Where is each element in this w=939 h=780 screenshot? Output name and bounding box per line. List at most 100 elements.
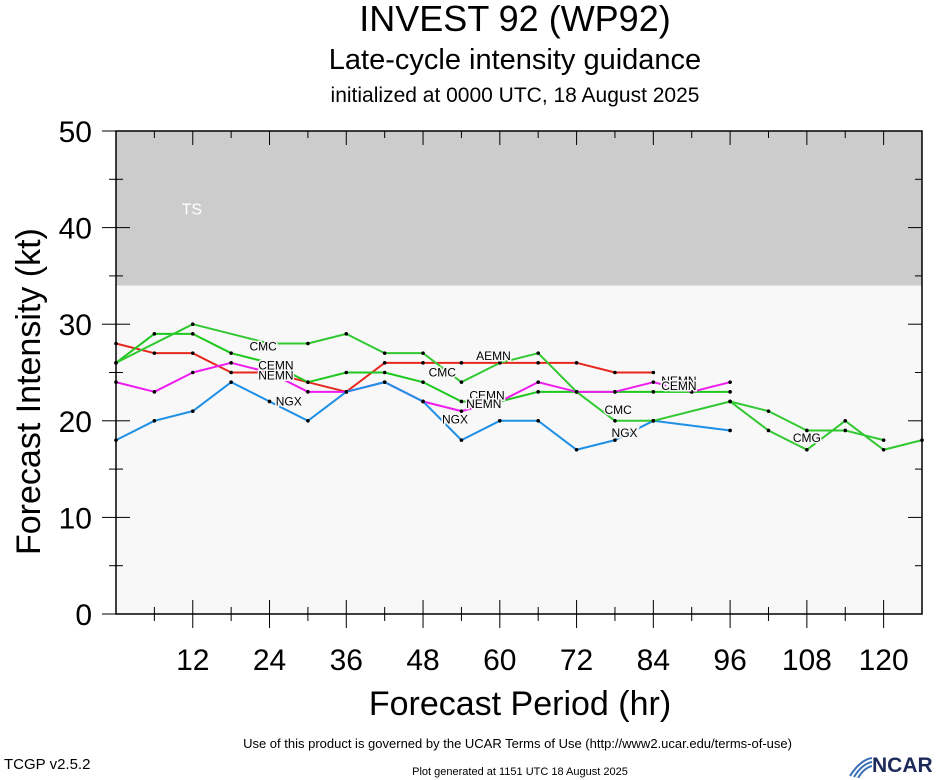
series-point-aemn (152, 351, 157, 355)
x-tick-label-8: 108 (782, 644, 832, 677)
series-point-cemn (344, 370, 349, 375)
series-point-nemn (536, 380, 540, 384)
series-point-unnamed-6 (728, 399, 732, 404)
model-label-cemn: CEMN (661, 379, 696, 393)
series-point-unnamed-6 (881, 438, 886, 442)
series-point-nemn (190, 370, 195, 375)
series-point-ngx (728, 428, 732, 433)
series-point-cmg (805, 447, 809, 452)
plot-frame (115, 130, 923, 615)
series-point-ngx (344, 390, 349, 394)
series-point-cmg (881, 447, 886, 452)
series-point-cemn (152, 332, 157, 336)
y-tick-label-4: 40 (59, 213, 92, 246)
y-tick-label-3: 30 (59, 309, 92, 342)
series-point-cemn (190, 332, 195, 336)
x-tick-label-0: 12 (176, 644, 209, 677)
model-label-cmc: CMC (249, 339, 277, 353)
series-point-ngx (421, 399, 425, 404)
x-tick-label-1: 24 (253, 644, 286, 677)
generated-time: Plot generated at 1151 UTC 18 August 202… (412, 766, 628, 778)
series-point-cmg (651, 419, 656, 423)
model-label-nemn: NEMN (258, 368, 293, 382)
series-point-cmc (267, 341, 272, 346)
model-label-ngx: NGX (442, 413, 468, 427)
ncar-logo: NCAR (848, 754, 939, 780)
model-label-cmc: CMC (429, 365, 457, 379)
series-point-ngx (306, 419, 310, 423)
series-point-nemn (229, 361, 233, 365)
series-point-cemn (728, 390, 732, 394)
ncar-logo-icon (849, 757, 872, 778)
x-tick-label-4: 60 (483, 644, 516, 677)
series-point-cemn (306, 380, 310, 384)
series-point-ngx (152, 419, 157, 423)
x-tick-label-2: 36 (330, 644, 363, 677)
series-point-cemn (382, 370, 387, 375)
series-point-aemn (651, 370, 656, 375)
series-point-aemn (536, 361, 540, 365)
x-tick-label-9: 120 (859, 644, 909, 677)
x-axis-label: Forecast Period (hr) (368, 685, 672, 723)
band-label-0: TS (182, 201, 202, 218)
series-point-cemn (536, 390, 540, 394)
band-0 (116, 131, 922, 286)
series-point-cmc (536, 351, 540, 355)
series-point-aemn (574, 361, 579, 365)
series-point-ngx (267, 399, 272, 404)
model-label-nemn: NEMN (466, 397, 501, 411)
init-time: initialized at 0000 UTC, 18 August 2025 (330, 84, 700, 107)
series-point-cemn (229, 351, 233, 355)
series-point-cmc (459, 380, 464, 384)
series-point-cmc (613, 419, 617, 423)
series-point-cmg (766, 428, 771, 433)
series-point-nemn (498, 399, 502, 404)
x-tick-label-6: 84 (637, 644, 670, 677)
ncar-logo-text: NCAR (872, 754, 933, 777)
series-point-ngx (613, 438, 617, 442)
y-tick-label-0: 0 (75, 599, 92, 632)
series-point-cmc (344, 332, 349, 336)
series-point-aemn (382, 361, 387, 365)
model-label-cmg: CMG (793, 431, 821, 445)
series-point-nemn (613, 390, 617, 394)
series-point-cmc (382, 351, 387, 355)
series-point-aemn (613, 370, 617, 375)
series-point-nemn (459, 409, 464, 413)
x-tick-label-3: 48 (406, 644, 439, 677)
series-point-ngx (459, 438, 464, 442)
series-point-unnamed-6 (766, 409, 771, 413)
series-point-unnamed-6 (843, 428, 848, 433)
series-point-nemn (689, 390, 694, 394)
series-point-nemn (152, 390, 157, 394)
series-point-cmc (421, 351, 425, 355)
series-point-nemn (651, 380, 656, 384)
x-tick-label-5: 72 (560, 644, 593, 677)
terms-of-use: Use of this product is governed by the U… (243, 736, 792, 751)
series-point-ngx (190, 409, 195, 413)
series-point-ngx (498, 419, 502, 423)
version-label: TCGP v2.5.2 (4, 756, 91, 773)
chart-subtitle: Late-cycle intensity guidance (328, 44, 702, 76)
model-label-ngx: NGX (276, 394, 302, 408)
series-point-aemn (459, 361, 464, 365)
series-point-aemn (190, 351, 195, 355)
model-label-ngx: NGX (612, 426, 638, 440)
series-point-cmc (498, 361, 502, 365)
series-point-nemn (306, 390, 310, 394)
series-point-cemn (459, 399, 464, 404)
series-point-aemn (229, 370, 233, 375)
series-point-unnamed-6 (805, 428, 809, 433)
series-point-cemn (267, 361, 272, 365)
series-point-nemn (728, 380, 732, 384)
series-point-nemn (267, 370, 272, 375)
series-point-cmc (190, 322, 195, 327)
model-label-cemn: CEMN (258, 359, 293, 373)
series-point-ngx (536, 419, 540, 423)
y-tick-label-1: 10 (59, 502, 92, 535)
series-point-ngx (382, 380, 387, 384)
x-tick-label-7: 96 (713, 644, 746, 677)
chart-title: INVEST 92 (WP92) (359, 0, 671, 39)
series-point-aemn (421, 361, 425, 365)
